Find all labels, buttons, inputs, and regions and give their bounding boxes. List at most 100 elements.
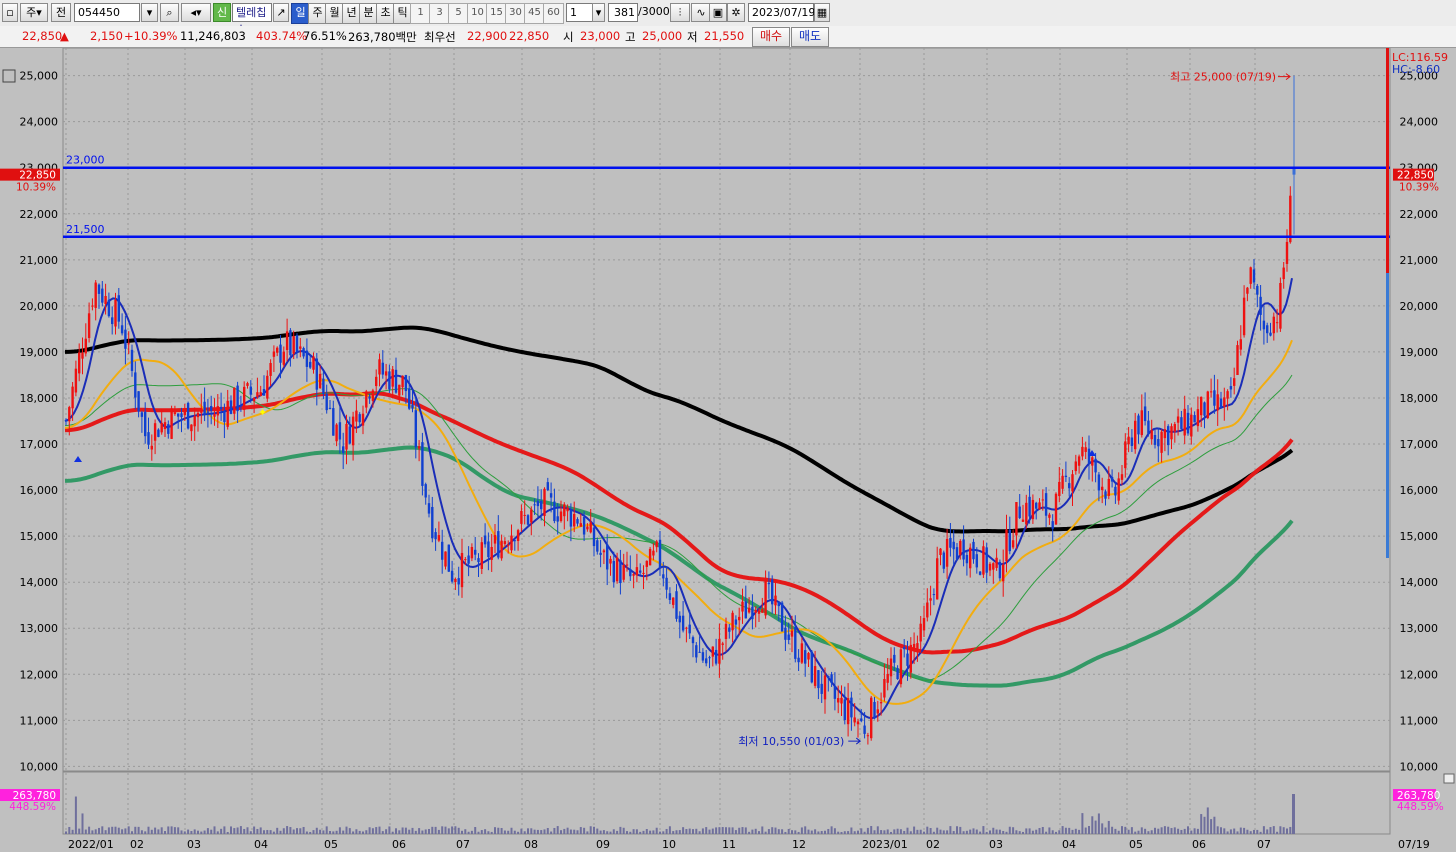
candle-body	[1005, 529, 1008, 562]
volume-bar	[883, 830, 886, 834]
market-select[interactable]: 주▾	[20, 3, 48, 22]
gear-icon[interactable]: ✲	[727, 3, 745, 22]
volume-bar	[781, 829, 784, 834]
y-tick-right: 16,000	[1400, 484, 1439, 497]
interval-button-60[interactable]: 60	[543, 3, 564, 24]
candle-body	[592, 527, 596, 547]
sell-button[interactable]: 매도	[791, 27, 829, 47]
interval-button-3[interactable]: 3	[429, 3, 450, 24]
interval-button-45[interactable]: 45	[524, 3, 545, 24]
volume-bar	[1015, 830, 1018, 834]
candle-body	[1101, 486, 1104, 491]
y-tick-right: 17,000	[1400, 438, 1439, 451]
candle-body	[579, 523, 582, 527]
date-input[interactable]: 2023/07/19	[748, 3, 815, 22]
volume-bar	[1078, 829, 1081, 834]
volume-bar	[263, 830, 265, 834]
volume-close-icon[interactable]	[1443, 773, 1455, 784]
candle-body	[1262, 320, 1266, 330]
candle-body	[536, 500, 540, 507]
volume-bar	[1071, 829, 1074, 834]
candle-body	[394, 369, 398, 393]
volume-bar	[998, 829, 1001, 834]
volume-bar	[599, 830, 602, 834]
save-icon[interactable]: ▣	[709, 3, 727, 22]
candle-body	[906, 653, 909, 666]
volume-bar	[437, 829, 440, 834]
volume-bar	[946, 830, 949, 834]
candle-body	[87, 313, 91, 339]
vol-tag-text-1: 263,780	[1397, 790, 1440, 802]
table-icon[interactable]	[2, 69, 16, 83]
candle-body	[1147, 420, 1150, 434]
candle-body	[569, 510, 573, 527]
candle-body	[1008, 529, 1011, 552]
volume-bar	[223, 826, 226, 834]
arrow-icon[interactable]: ↗	[273, 3, 289, 22]
candle-body	[820, 683, 823, 694]
interval-button-15[interactable]: 15	[486, 3, 507, 24]
search-icon[interactable]: ⌕	[160, 3, 179, 22]
candle-body	[916, 643, 919, 650]
volume-bar	[1286, 828, 1288, 834]
stock-code-input[interactable]: 054450	[74, 3, 140, 22]
volume-bar	[629, 831, 632, 834]
volume-bar	[916, 829, 919, 834]
x-tick-label: 10	[662, 838, 676, 851]
volume-bar	[431, 826, 434, 834]
window-menu-icon[interactable]: ▫	[2, 3, 18, 22]
candle-icon[interactable]: ⫶	[670, 3, 690, 22]
volume-bar	[503, 830, 506, 834]
volume-bar	[870, 826, 873, 834]
volume-area	[62, 771, 1391, 835]
speaker-icon[interactable]: ◂▾	[181, 3, 211, 22]
volume-bar	[1061, 826, 1064, 834]
candle-body	[233, 387, 236, 414]
candle-body	[899, 649, 903, 685]
interval-dropdown-icon[interactable]: ▾	[592, 3, 605, 22]
price-chart[interactable]: 10,000 10,000 11,000 11,000 12,000 12,000 13,0…	[0, 48, 1456, 852]
interval-button-1[interactable]: 1	[410, 3, 431, 24]
volume-bar	[688, 828, 691, 834]
volume-bar	[1134, 831, 1137, 834]
dropdown-icon[interactable]: ▾	[141, 3, 158, 22]
period-tab-3[interactable]: 년	[342, 3, 361, 24]
volume-bar	[117, 827, 120, 834]
bar-count-input[interactable]: 381	[608, 3, 638, 22]
candle-body	[309, 361, 312, 368]
candle-body	[1190, 414, 1193, 437]
interval-input[interactable]: 1	[566, 3, 594, 22]
candle-body	[114, 299, 117, 327]
volume-bar	[484, 829, 487, 834]
interval-button-30[interactable]: 30	[505, 3, 526, 24]
buy-signal-icon-2	[1088, 450, 1096, 456]
candle-body	[691, 637, 695, 644]
line-icon[interactable]: ∿	[691, 3, 711, 22]
volume-bar	[286, 826, 289, 834]
buy-button[interactable]: 매수	[752, 27, 790, 47]
candle-body	[81, 352, 84, 359]
candle-body	[1124, 441, 1127, 469]
jeon-button[interactable]: 전	[51, 3, 71, 22]
candle-body	[457, 578, 460, 585]
candle-body	[1035, 502, 1038, 509]
volume-bar	[1018, 831, 1021, 834]
volume-bar	[1124, 826, 1127, 834]
volume-bar	[975, 829, 978, 834]
volume-bar	[230, 826, 232, 834]
period-tab-6[interactable]: 틱	[393, 3, 412, 24]
candle-body	[823, 675, 827, 700]
candle-body	[576, 519, 579, 524]
y-tick-right: 21,000	[1400, 254, 1439, 267]
candle-body	[351, 416, 355, 446]
volume-value: 11,246,803	[180, 29, 246, 43]
volume-bar	[1121, 826, 1123, 834]
calendar-icon[interactable]: ▦	[814, 3, 830, 22]
candle-body	[678, 615, 681, 623]
interval-button-10[interactable]: 10	[467, 3, 488, 24]
interval-button-5[interactable]: 5	[448, 3, 469, 24]
candle-body	[483, 535, 487, 545]
volume-bar	[1233, 828, 1236, 834]
candle-body	[295, 335, 299, 353]
candle-body	[827, 675, 830, 678]
